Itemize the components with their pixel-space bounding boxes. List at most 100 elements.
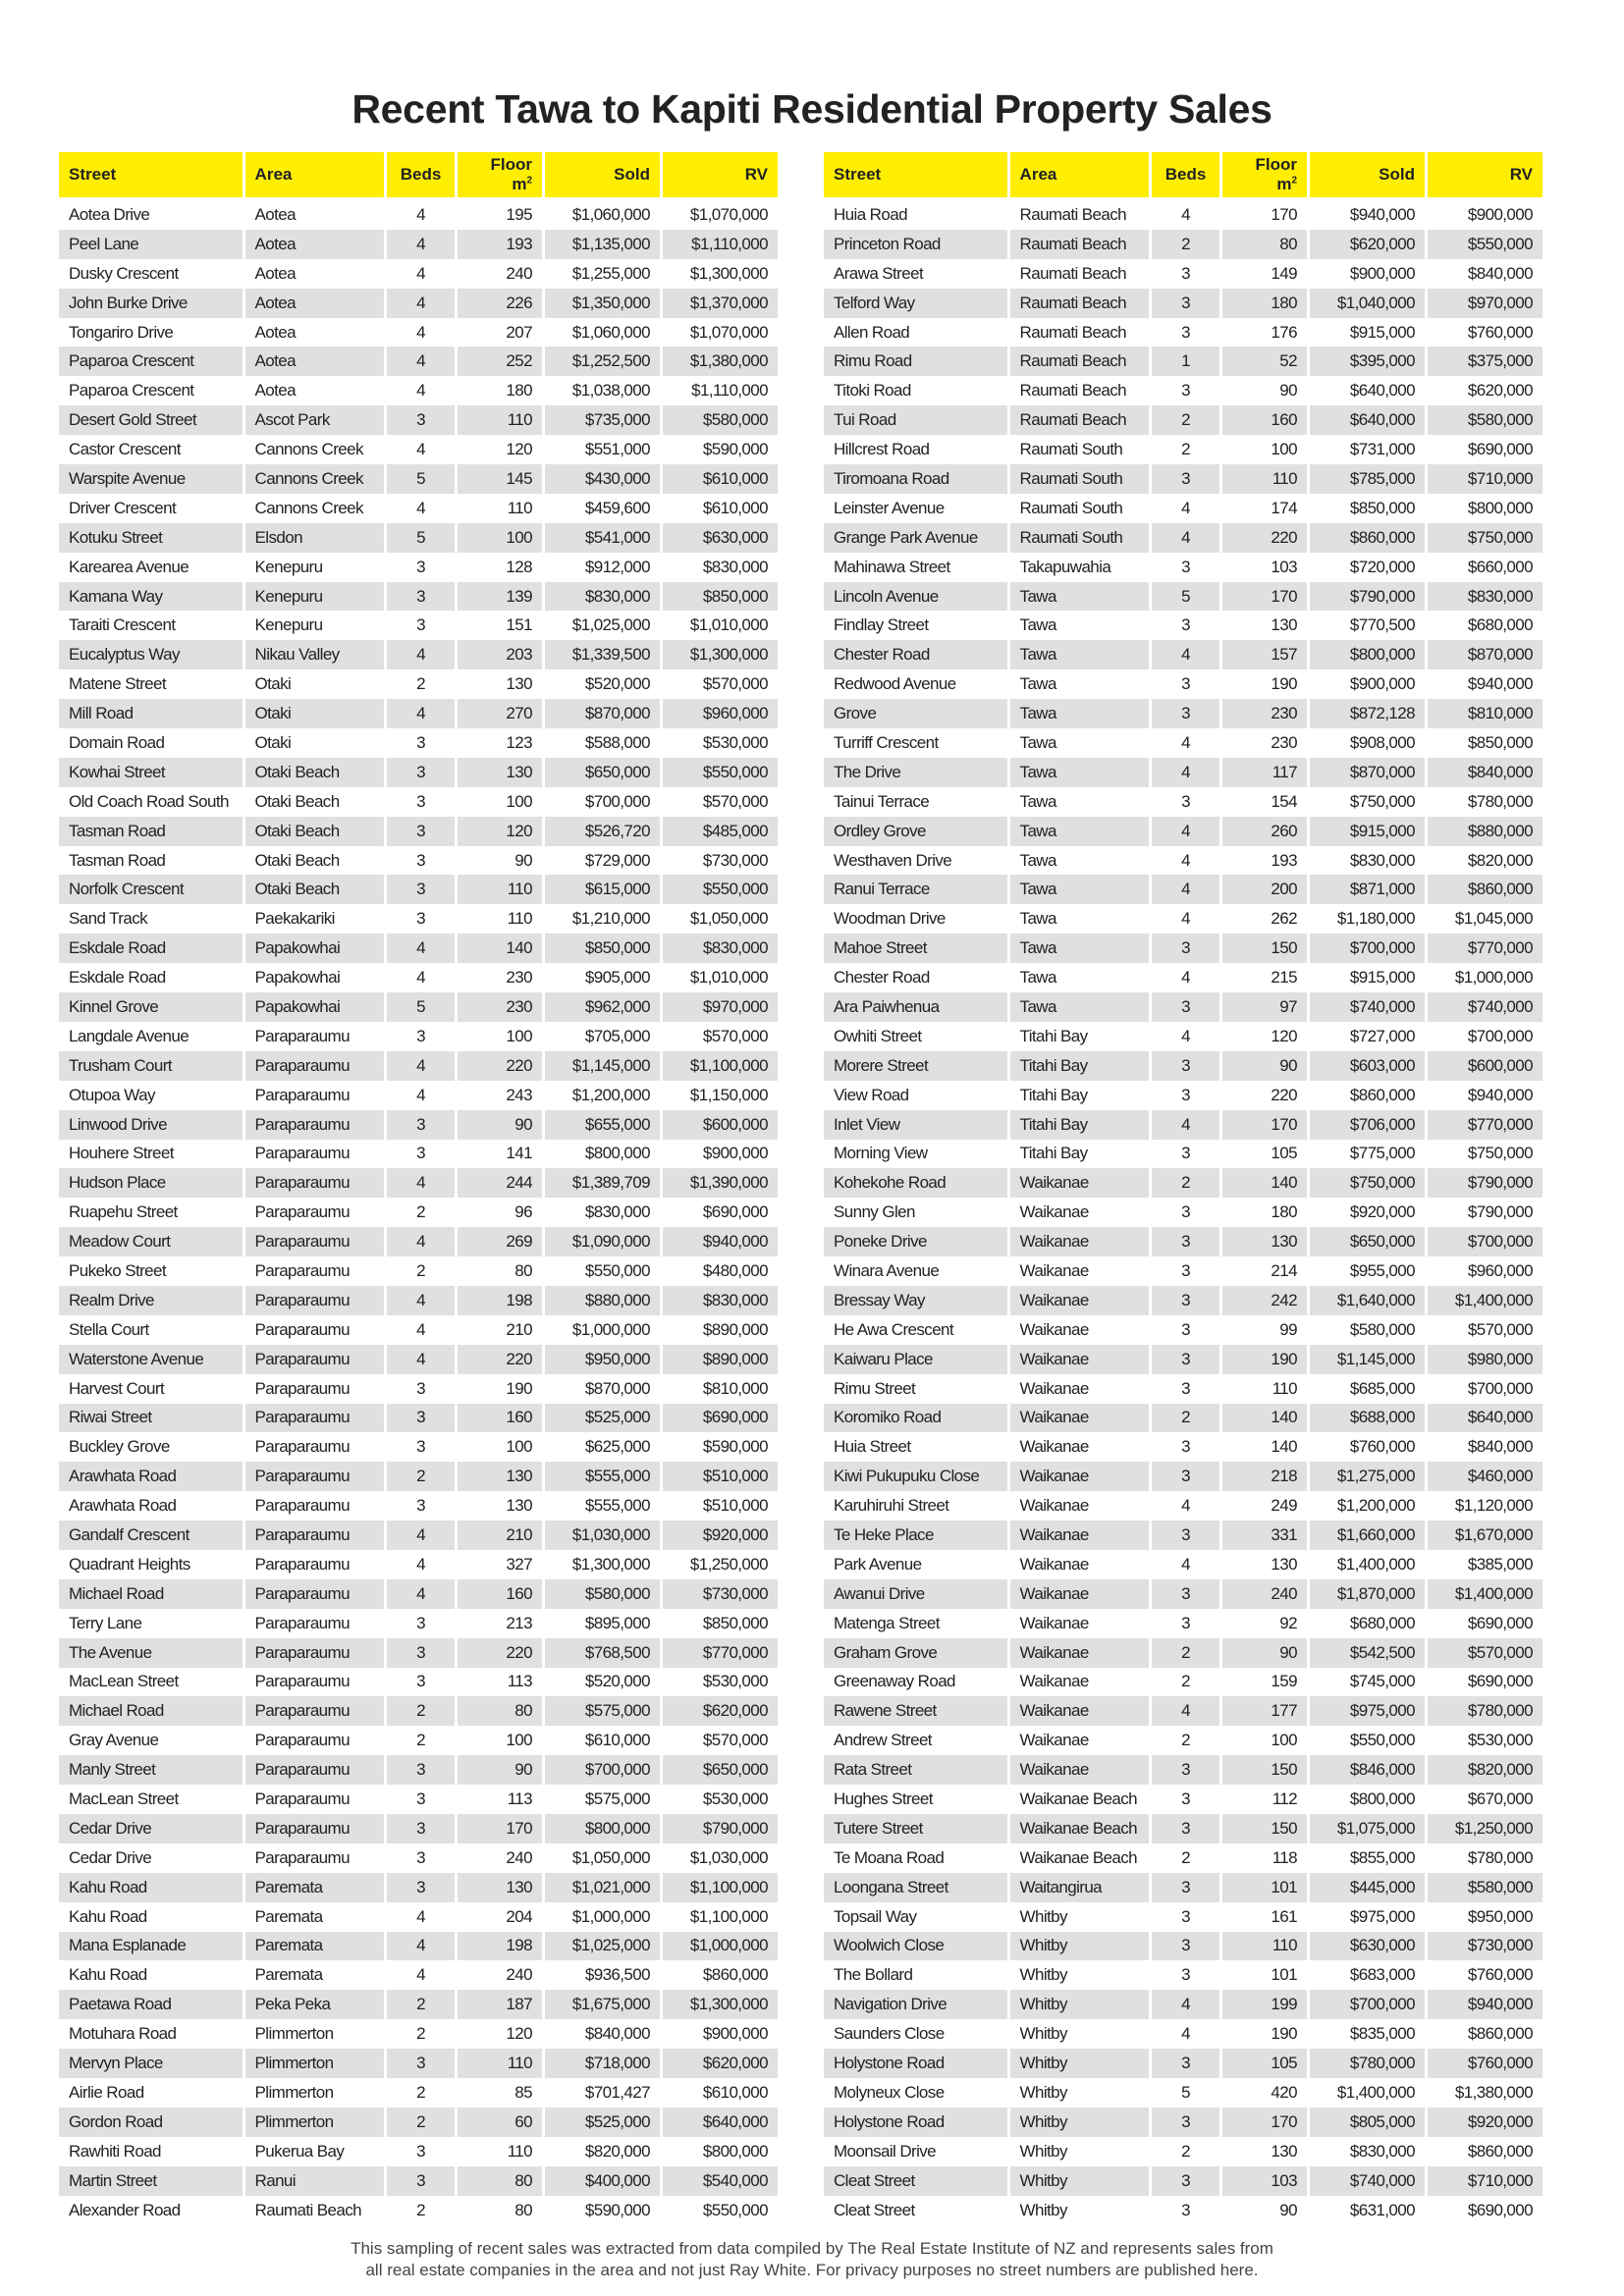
cell-floor: 176 xyxy=(1271,322,1297,342)
cell-beds: 4 xyxy=(416,1554,425,1574)
cell-beds: 4 xyxy=(386,1521,456,1550)
cell-beds: 3 xyxy=(1181,557,1190,576)
cell-beds: 4 xyxy=(386,347,456,377)
cell-rv: $1,110,000 xyxy=(662,229,778,259)
cell-sold: $962,000 xyxy=(545,992,660,1022)
cell-area: Waikanae xyxy=(1019,1672,1090,1691)
cell-street: Matene Street xyxy=(69,674,167,694)
cell-beds: 1 xyxy=(1151,347,1220,377)
cell-sold: $1,038,000 xyxy=(571,381,651,400)
cell-area: Waikanae xyxy=(1019,1613,1090,1632)
cell-floor: 110 xyxy=(1272,1378,1298,1398)
cell-floor: 110 xyxy=(507,909,533,929)
cell-rv: $740,000 xyxy=(1427,992,1543,1022)
cell-beds: 4 xyxy=(1151,1109,1220,1140)
cell-beds: 4 xyxy=(386,640,456,670)
cell-sold: $860,000 xyxy=(1349,1085,1416,1104)
table-row: Arawhata Road Paraparaumu 2 130 $555,000 $510… xyxy=(59,1462,778,1492)
table-row: Allen Road Raumati Beach 3 176 $915,000 $760,… xyxy=(824,318,1543,347)
cell-street: The Avenue xyxy=(59,1637,243,1668)
cell-floor: 130 xyxy=(1271,615,1297,635)
cell-sold: $650,000 xyxy=(1310,1227,1425,1257)
cell-area: Titahi Bay xyxy=(1019,1085,1089,1104)
cell-sold: $685,000 xyxy=(1349,1378,1416,1398)
cell-beds: 3 xyxy=(386,1403,456,1433)
cell-beds: 4 xyxy=(1181,498,1190,517)
cell-floor: 105 xyxy=(1271,1144,1297,1163)
cell-street: Hillcrest Road xyxy=(834,440,930,459)
cell-sold: $729,000 xyxy=(584,850,651,870)
table-row: Alexander Road Raumati Beach 2 80 $590,000 $5… xyxy=(59,2196,778,2225)
cell-street: Riwai Street xyxy=(59,1403,243,1433)
cell-area: Whitby xyxy=(1019,1906,1068,1926)
cell-beds: 3 xyxy=(1151,2165,1220,2196)
cell-street: Paparoa Crescent xyxy=(69,381,194,400)
cell-area: Tawa xyxy=(1009,581,1149,612)
cell-floor: 110 xyxy=(507,498,533,517)
cell-rv: $550,000 xyxy=(662,757,778,787)
cell-sold: $870,000 xyxy=(1310,757,1425,787)
cell-rv: $830,000 xyxy=(702,557,769,576)
cell-area: Waikanae xyxy=(1009,1344,1149,1374)
cell-area: Whitby xyxy=(1009,1990,1149,2020)
cell-rv: $900,000 xyxy=(1467,204,1534,224)
cell-beds: 3 xyxy=(1151,288,1220,318)
cell-street: Graham Grove xyxy=(824,1637,1007,1668)
cell-beds: 4 xyxy=(1181,204,1190,224)
cell-sold: $750,000 xyxy=(1349,791,1416,811)
cell-sold: $940,000 xyxy=(1349,204,1416,224)
cell-rv: $510,000 xyxy=(662,1462,778,1492)
table-row: Peel Lane Aotea 4 193 $1,135,000 $1,110,000 xyxy=(59,229,778,259)
cell-floor: 90 xyxy=(514,850,532,870)
cell-street: Awanui Drive xyxy=(824,1578,1007,1609)
cell-beds: 4 xyxy=(1151,1990,1220,2020)
cell-floor: 100 xyxy=(506,791,532,811)
cell-rv: $580,000 xyxy=(1427,1872,1543,1902)
cell-beds: 4 xyxy=(1151,816,1220,846)
table-row: Morere Street Titahi Bay 3 90 $603,000 $600,0… xyxy=(824,1050,1543,1081)
cell-beds: 4 xyxy=(1181,1554,1190,1574)
cell-rv: $1,300,000 xyxy=(662,1990,778,2020)
cell-sold: $790,000 xyxy=(1310,581,1425,612)
cell-floor: 190 xyxy=(506,1378,532,1398)
cell-rv: $790,000 xyxy=(1467,1202,1534,1222)
cell-floor: 100 xyxy=(1271,1731,1297,1750)
cell-street: Harvest Court xyxy=(69,1378,165,1398)
cell-floor: 220 xyxy=(458,1637,542,1668)
column-header-beds: Beds xyxy=(386,152,456,200)
cell-beds: 4 xyxy=(416,1965,425,1985)
cell-sold: $855,000 xyxy=(1349,1847,1416,1867)
cell-street: Morere Street xyxy=(824,1050,1007,1081)
cell-floor: 110 xyxy=(458,2049,542,2078)
table-row: Matenga Street Waikanae 3 92 $680,000 $690,00… xyxy=(824,1609,1543,1638)
cell-beds: 5 xyxy=(386,464,456,494)
cell-rv: $610,000 xyxy=(662,464,778,494)
table-row: Pukeko Street Paraparaumu 2 80 $550,000 $480,… xyxy=(59,1256,778,1286)
cell-beds: 3 xyxy=(386,581,456,612)
cell-sold: $745,000 xyxy=(1349,1672,1416,1691)
cell-street: Te Moana Road xyxy=(834,1847,945,1867)
cell-floor: 220 xyxy=(458,1344,542,1374)
cell-sold: $706,000 xyxy=(1310,1109,1425,1140)
cell-street: Sunny Glen xyxy=(834,1202,915,1222)
cell-area: Whitby xyxy=(1019,2200,1068,2219)
cell-rv: $1,070,000 xyxy=(689,322,769,342)
cell-beds: 2 xyxy=(1151,1403,1220,1433)
cell-sold: $840,000 xyxy=(584,2024,651,2044)
cell-floor: 161 xyxy=(1271,1906,1297,1926)
cell-rv: $700,000 xyxy=(1427,1227,1543,1257)
cell-floor: 193 xyxy=(1271,850,1297,870)
cell-beds: 2 xyxy=(416,2024,425,2044)
cell-street: Woodman Drive xyxy=(834,909,946,929)
cell-rv: $850,000 xyxy=(702,1613,769,1632)
cell-rv: $700,000 xyxy=(1467,1026,1534,1045)
cell-beds: 3 xyxy=(1181,1261,1190,1280)
cell-area: Paraparaumu xyxy=(244,1050,384,1081)
cell-beds: 3 xyxy=(1181,1144,1190,1163)
cell-floor: 105 xyxy=(1222,2049,1307,2078)
cell-street: Findlay Street xyxy=(834,615,929,635)
cell-area: Titahi Bay xyxy=(1009,1050,1149,1081)
table-row: Chester Road Tawa 4 157 $800,000 $870,000 xyxy=(824,640,1543,670)
cell-floor: 99 xyxy=(1279,1319,1297,1339)
cell-rv: $530,000 xyxy=(702,1789,769,1809)
